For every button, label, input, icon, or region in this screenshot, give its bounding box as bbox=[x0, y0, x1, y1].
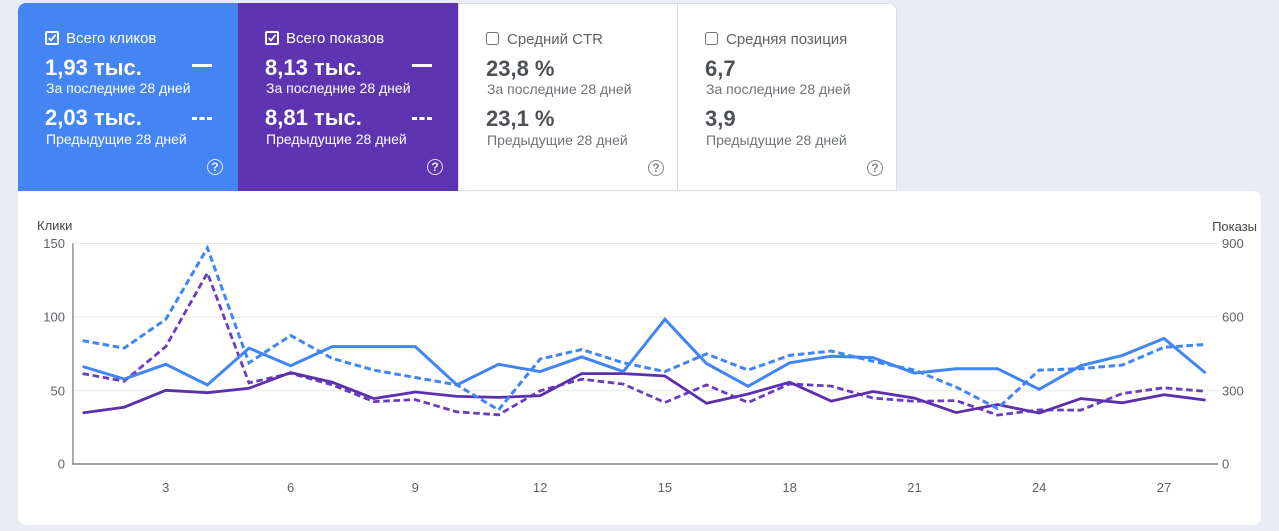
svg-text:24: 24 bbox=[1032, 480, 1046, 495]
svg-text:Показы: Показы bbox=[1212, 219, 1257, 234]
svg-text:15: 15 bbox=[658, 480, 672, 495]
svg-text:150: 150 bbox=[43, 236, 65, 251]
svg-text:100: 100 bbox=[43, 310, 65, 325]
svg-text:300: 300 bbox=[1222, 383, 1244, 398]
svg-text:0: 0 bbox=[1222, 457, 1229, 472]
svg-text:900: 900 bbox=[1222, 236, 1244, 251]
svg-text:27: 27 bbox=[1157, 480, 1171, 495]
svg-text:6: 6 bbox=[287, 480, 294, 495]
svg-text:18: 18 bbox=[782, 480, 796, 495]
svg-text:21: 21 bbox=[907, 480, 921, 495]
svg-text:Клики: Клики bbox=[37, 218, 72, 233]
svg-text:3: 3 bbox=[162, 480, 169, 495]
svg-text:0: 0 bbox=[58, 457, 65, 472]
svg-text:9: 9 bbox=[412, 480, 419, 495]
svg-text:50: 50 bbox=[51, 383, 65, 398]
svg-text:600: 600 bbox=[1222, 310, 1244, 325]
svg-text:12: 12 bbox=[533, 480, 547, 495]
